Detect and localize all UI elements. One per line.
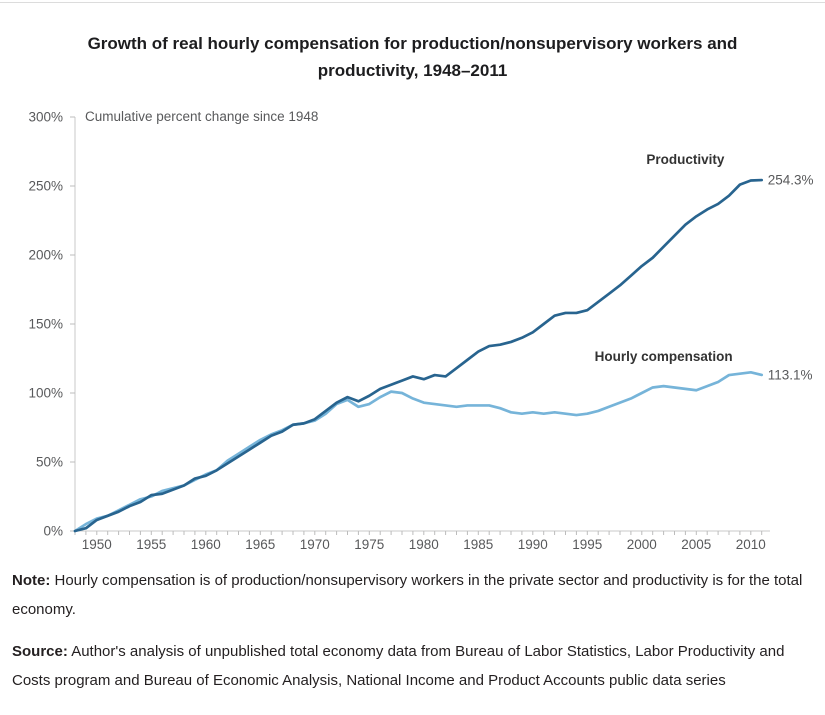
y-tick-label: 50%	[36, 455, 63, 470]
hourly-compensation-label: Hourly compensation	[595, 349, 733, 364]
x-tick-label: 2010	[736, 537, 766, 552]
source-label: Source:	[12, 643, 68, 660]
x-tick-label: 2005	[681, 537, 711, 552]
x-tick-label: 1995	[572, 537, 602, 552]
y-tick-label: 250%	[28, 179, 63, 194]
x-tick-label: 1965	[245, 537, 275, 552]
y-tick-label: 0%	[43, 524, 63, 539]
y-tick-label: 300%	[28, 110, 63, 125]
x-tick-label: 1960	[191, 537, 221, 552]
chart-title: Growth of real hourly compensation for p…	[87, 34, 738, 80]
top-divider	[0, 2, 825, 3]
y-tick-label: 150%	[28, 317, 63, 332]
productivity-line	[73, 178, 764, 533]
x-tick-label: 1975	[354, 537, 384, 552]
x-tick-label: 1990	[518, 537, 548, 552]
note-body: Hourly compensation is of production/non…	[12, 572, 803, 618]
note-label: Note:	[12, 572, 51, 589]
x-tick-label: 1955	[136, 537, 166, 552]
chart-svg: 0% 50% 100% 150% 200% 250% 300% 1950 1955 1960 196…	[28, 109, 814, 552]
x-tick-label: 1970	[300, 537, 330, 552]
source-paragraph: Source: Author's analysis of unpublished…	[12, 637, 814, 695]
x-tick-label: 1950	[82, 537, 112, 552]
note-paragraph: Note: Hourly compensation is of producti…	[12, 566, 814, 624]
hourly-compensation-end-value: 113.1%	[768, 367, 813, 382]
chart-subtitle: Cumulative percent change since 1948	[85, 109, 318, 124]
y-tick-label: 200%	[28, 248, 63, 263]
productivity-label: Productivity	[646, 152, 725, 167]
y-tick-label: 100%	[28, 386, 63, 401]
source-body: Author's analysis of unpublished total e…	[12, 643, 785, 689]
x-tick-label: 1980	[409, 537, 439, 552]
hourly-compensation-line	[73, 370, 764, 533]
x-tick-label: 1985	[463, 537, 493, 552]
x-tick-label: 2000	[627, 537, 657, 552]
productivity-end-value: 254.3%	[768, 173, 814, 188]
